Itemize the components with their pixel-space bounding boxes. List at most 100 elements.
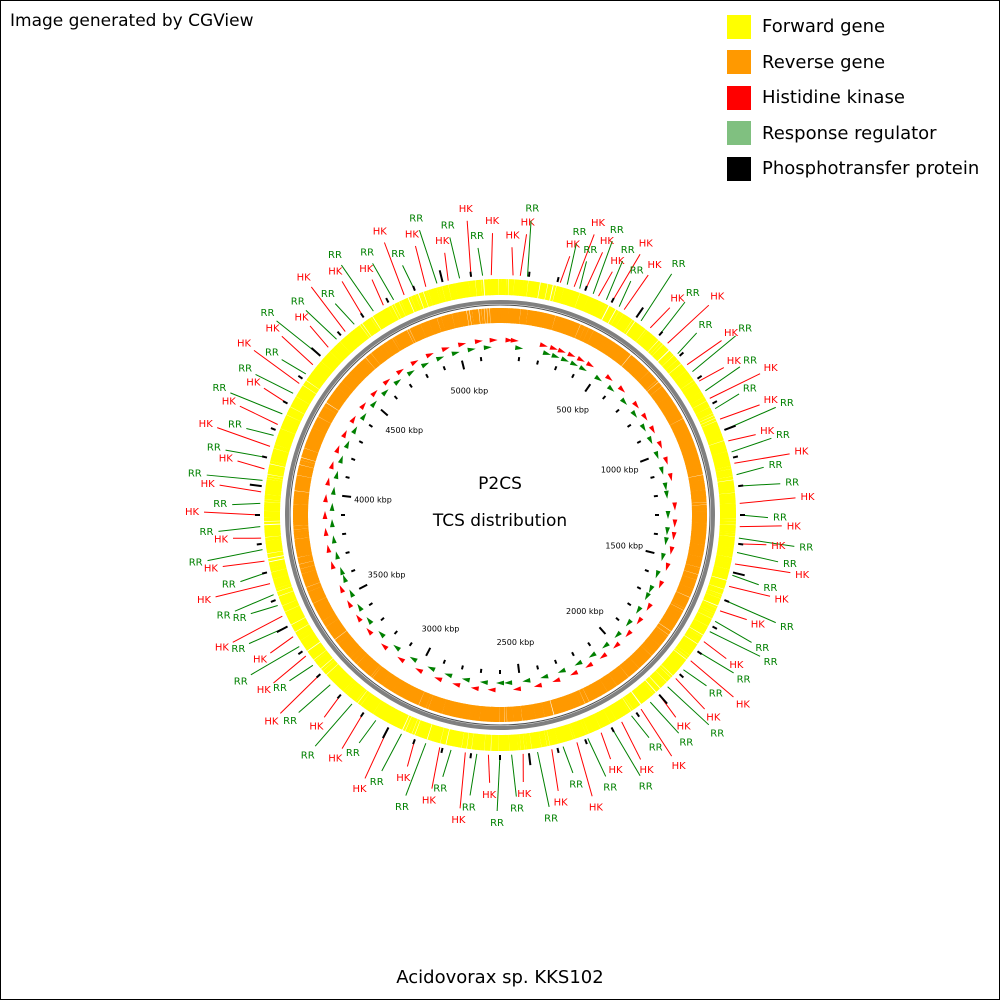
reverse-gene-track <box>292 307 708 723</box>
forward-gene-mark <box>270 564 287 570</box>
forward-gene-mark <box>663 357 678 371</box>
forward-gene-mark <box>717 545 734 552</box>
forward-gene-mark <box>672 368 687 381</box>
forward-gene-mark <box>702 423 719 433</box>
rr-marker <box>588 651 597 658</box>
reverse-gene-mark <box>584 686 594 702</box>
forward-gene-mark <box>564 289 573 306</box>
forward-gene-mark <box>484 279 488 296</box>
reverse-gene-mark <box>389 338 400 353</box>
callout-line <box>250 646 300 676</box>
reverse-gene-mark <box>579 688 589 704</box>
reverse-gene-mark <box>452 701 459 718</box>
forward-gene-mark <box>680 380 696 393</box>
hk-marker <box>322 511 328 519</box>
rr-callout-label: RR <box>743 355 757 366</box>
minor-tick <box>368 602 374 607</box>
forward-gene-mark <box>719 530 736 534</box>
hk-callout-label: HK <box>405 230 420 241</box>
forward-gene-mark <box>408 296 417 313</box>
callout-line <box>207 549 263 562</box>
forward-gene-mark <box>646 338 659 352</box>
hk-callout-label: HK <box>451 815 466 826</box>
hk-callout-label: HK <box>672 761 687 772</box>
reverse-gene-mark <box>629 361 642 375</box>
outer-tick <box>412 285 416 291</box>
forward-gene-mark <box>626 321 638 337</box>
rr-callout-label: RR <box>213 499 227 510</box>
major-tick <box>460 360 466 370</box>
callout-line <box>729 585 771 597</box>
callout-line <box>255 373 294 394</box>
reverse-gene-mark <box>679 440 695 450</box>
major-tick <box>598 626 607 635</box>
forward-gene-mark <box>679 640 694 652</box>
reverse-gene-mark <box>586 685 595 701</box>
reverse-gene-mark <box>296 549 312 556</box>
reverse-gene-mark <box>670 420 685 429</box>
forward-gene-mark <box>627 322 639 337</box>
forward-gene-mark <box>365 695 378 712</box>
callout-line <box>584 252 603 291</box>
legend-swatch-forward-gene <box>727 14 751 39</box>
rr-marker <box>467 347 476 353</box>
reverse-gene-mark <box>367 662 381 677</box>
forward-gene-mark <box>691 620 708 632</box>
legend: Forward gene Reverse gene Histidine kina… <box>727 9 979 187</box>
reverse-gene-mark <box>404 330 414 345</box>
hk-marker <box>356 614 363 623</box>
forward-gene-mark <box>705 431 722 441</box>
forward-gene-mark <box>333 345 347 360</box>
reverse-gene-mark <box>324 404 338 414</box>
reverse-gene-mark <box>298 466 314 473</box>
reverse-gene-mark <box>408 687 418 703</box>
reverse-gene-mark <box>418 691 428 707</box>
reverse-gene-mark <box>318 607 334 618</box>
reverse-gene-mark <box>425 320 434 336</box>
reverse-gene-mark <box>592 333 604 349</box>
forward-gene-mark <box>620 697 632 713</box>
reverse-gene-mark <box>617 351 630 366</box>
rr-marker <box>648 584 655 594</box>
forward-gene-mark <box>716 471 733 477</box>
forward-gene-mark <box>356 325 370 341</box>
reverse-gene-mark <box>303 575 319 584</box>
forward-gene-mark <box>580 718 590 735</box>
forward-gene-mark <box>264 527 281 533</box>
forward-gene-mark <box>719 500 736 505</box>
forward-gene-mark <box>281 423 298 433</box>
reverse-gene-mark <box>407 328 416 344</box>
reverse-gene-mark <box>609 345 622 360</box>
forward-gene-mark <box>668 363 684 377</box>
reverse-gene-mark <box>663 612 679 624</box>
forward-gene-mark <box>266 477 283 482</box>
reverse-gene-mark <box>379 345 390 360</box>
reverse-gene-mark <box>317 605 333 616</box>
reverse-gene-mark <box>586 330 596 345</box>
backbone-circle <box>285 300 715 730</box>
forward-gene-mark <box>315 651 330 665</box>
reverse-gene-mark <box>566 693 575 710</box>
rr-marker <box>630 409 638 418</box>
reverse-gene-mark <box>409 327 419 343</box>
reverse-gene-mark <box>539 312 547 328</box>
reverse-gene-mark <box>553 316 561 332</box>
forward-gene-mark <box>367 317 380 334</box>
reverse-gene-mark <box>436 316 445 333</box>
rr-callout-label: RR <box>773 513 787 524</box>
outer-tick <box>556 276 560 283</box>
forward-gene-mark <box>505 734 510 751</box>
forward-gene-mark <box>336 343 350 357</box>
reverse-gene-mark <box>380 344 392 359</box>
forward-gene-mark <box>426 290 434 307</box>
forward-gene-mark <box>272 449 289 458</box>
forward-gene-mark <box>597 710 608 727</box>
reverse-gene-mark <box>342 640 357 653</box>
hk-marker <box>636 616 644 625</box>
rr-callout-label: RR <box>679 737 693 748</box>
rr-callout-label: RR <box>188 468 202 479</box>
reverse-gene-mark <box>304 445 320 453</box>
forward-gene-mark <box>324 355 338 368</box>
callout-line <box>724 599 776 624</box>
rr-marker <box>340 566 346 576</box>
